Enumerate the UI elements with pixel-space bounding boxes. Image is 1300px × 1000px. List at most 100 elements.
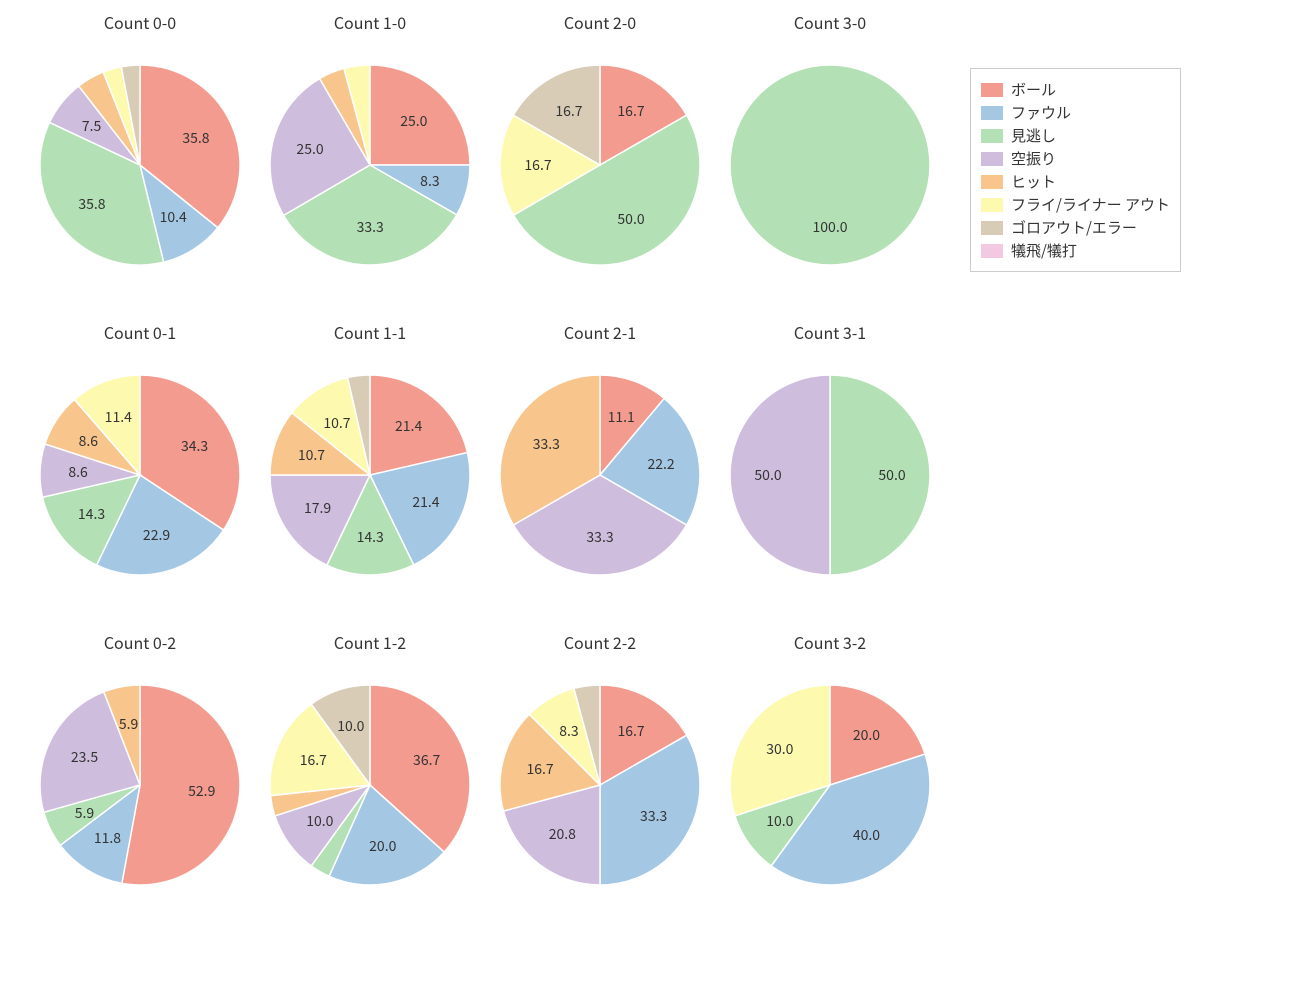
slice-label: 35.8: [182, 128, 209, 148]
legend-label: ファウル: [1011, 102, 1071, 123]
slice-label: 10.0: [337, 716, 364, 736]
slice-label: 40.0: [853, 825, 880, 845]
legend-swatch: [981, 83, 1003, 97]
slice-label: 36.7: [413, 750, 440, 770]
slice-label: 20.0: [369, 836, 396, 856]
slice-label: 8.6: [79, 431, 98, 451]
slice-label: 10.0: [306, 811, 333, 831]
legend-item: 見逃し: [981, 125, 1170, 146]
slice-label: 25.0: [400, 111, 427, 131]
slice-label: 50.0: [754, 465, 781, 485]
pie-chart: Count 2-0 16.7 50.0 16.7 16.7: [490, 10, 710, 310]
slice-label: 17.9: [304, 498, 331, 518]
legend-label: ボール: [1011, 79, 1056, 100]
pie-svg: [500, 685, 700, 885]
pie: 34.322.914.38.68.611.4: [40, 375, 240, 575]
legend-label: 空振り: [1011, 148, 1056, 169]
legend-label: ヒット: [1011, 171, 1056, 192]
pie-chart: Count 2-111.122.233.333.3: [490, 320, 710, 620]
legend-item: 犠飛/犠打: [981, 240, 1170, 261]
pie-chart: Count 0-134.322.914.38.68.611.4: [30, 320, 250, 620]
pie-chart: Count 3-220.040.010.030.0: [720, 630, 940, 930]
slice-label: 50.0: [878, 465, 905, 485]
slice-label: 16.7: [524, 155, 551, 175]
slice-label: 33.3: [640, 806, 667, 826]
legend-item: フライ/ライナー アウト: [981, 194, 1170, 215]
legend-swatch: [981, 129, 1003, 143]
slice-label: 10.4: [160, 207, 187, 227]
slice-label: 52.9: [188, 781, 215, 801]
slice-label: 20.0: [853, 725, 880, 745]
pie-chart: Count 0-0 35.8 10.4 35.8 7.5: [30, 10, 250, 310]
slice-label: 33.3: [357, 217, 384, 237]
slice-label: 50.0: [617, 209, 644, 229]
legend-item: ヒット: [981, 171, 1170, 192]
pie-chart: Count 2-216.733.320.816.78.3: [490, 630, 710, 930]
pie: 50.0 50.0: [730, 375, 930, 575]
slice-label: 33.3: [533, 434, 560, 454]
legend-label: 犠飛/犠打: [1011, 240, 1077, 261]
pie-chart: Count 1-1 21.4 21.4 14.3 17.9 10.7 10.7: [260, 320, 480, 620]
legend-item: 空振り: [981, 148, 1170, 169]
legend-swatch: [981, 175, 1003, 189]
slice-label: 8.3: [559, 721, 578, 741]
legend-item: ゴロアウト/エラー: [981, 217, 1170, 238]
slice-label: 5.9: [119, 714, 138, 734]
slice-label: 11.4: [105, 407, 132, 427]
legend: ボールファウル見逃し空振りヒットフライ/ライナー アウトゴロアウト/エラー犠飛/…: [970, 68, 1181, 272]
slice-label: 16.7: [555, 101, 582, 121]
slice-label: 16.7: [617, 721, 644, 741]
chart-title: Count 0-1: [30, 320, 250, 344]
legend-swatch: [981, 152, 1003, 166]
slice-label: 23.5: [71, 747, 98, 767]
legend-item: ファウル: [981, 102, 1170, 123]
pie: 35.8 10.4 35.8 7.5: [40, 65, 240, 265]
pie: 16.7 50.0 16.7 16.7: [500, 65, 700, 265]
chart-title: Count 2-0: [490, 10, 710, 34]
slice-label: 10.0: [766, 811, 793, 831]
pie: 25.08.333.325.0: [270, 65, 470, 265]
slice-label: 35.8: [78, 194, 105, 214]
pie-svg: [40, 65, 240, 265]
pie-chart: Count 3-1 50.0 50.0: [720, 320, 940, 620]
pie-chart: Count 0-252.911.85.923.55.9: [30, 630, 250, 930]
slice-label: 16.7: [617, 101, 644, 121]
pie-chart: Count 3-0 100.0: [720, 10, 940, 310]
legend-swatch: [981, 106, 1003, 120]
chart-title: Count 3-0: [720, 10, 940, 34]
chart-title: Count 0-0: [30, 10, 250, 34]
pie: 21.4 21.4 14.3 17.9 10.7 10.7: [270, 375, 470, 575]
slice-label: 30.0: [766, 739, 793, 759]
legend-item: ボール: [981, 79, 1170, 100]
legend-label: 見逃し: [1011, 125, 1056, 146]
legend-label: フライ/ライナー アウト: [1011, 194, 1170, 215]
slice-label: 8.6: [68, 462, 87, 482]
slice-label: 10.7: [298, 445, 325, 465]
chart-title: Count 3-1: [720, 320, 940, 344]
slice-label: 21.4: [395, 416, 422, 436]
pie: 16.733.320.816.78.3: [500, 685, 700, 885]
legend-label: ゴロアウト/エラー: [1011, 217, 1137, 238]
slice-label: 16.7: [300, 750, 327, 770]
pie: 11.122.233.333.3: [500, 375, 700, 575]
pie: 20.0 40.0 10.0 30.0: [730, 685, 930, 885]
pie-chart: Count 1-236.720.010.016.710.0: [260, 630, 480, 930]
slice-label: 11.8: [94, 828, 121, 848]
slice-label: 10.7: [323, 413, 350, 433]
pie: 36.7 20.0 10.0 16.7 10.0: [270, 685, 470, 885]
slice-label: 100.0: [813, 217, 848, 237]
slice-label: 5.9: [75, 803, 94, 823]
slice-label: 14.3: [357, 527, 384, 547]
chart-title: Count 0-2: [30, 630, 250, 654]
chart-title: Count 1-1: [260, 320, 480, 344]
slice-label: 22.9: [143, 525, 170, 545]
slice-label: 25.0: [296, 139, 323, 159]
chart-title: Count 1-0: [260, 10, 480, 34]
legend-swatch: [981, 198, 1003, 212]
slice-label: 7.5: [82, 116, 101, 136]
pie: 52.911.85.923.55.9: [40, 685, 240, 885]
slice-label: 21.4: [412, 492, 439, 512]
chart-grid: Count 0-0 35.8 10.4 35.8 7.5 Count 1-0 25.0 8.3…: [0, 0, 1300, 1000]
slice-label: 16.7: [526, 759, 553, 779]
pie-chart: Count 1-025.08.333.325.0: [260, 10, 480, 310]
